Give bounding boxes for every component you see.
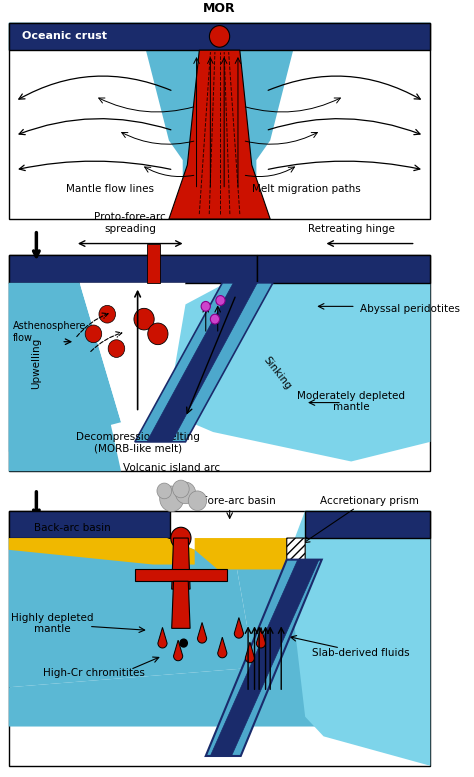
Circle shape [201, 301, 210, 312]
Text: Abyssal peridotites: Abyssal peridotites [360, 305, 460, 315]
Polygon shape [172, 581, 190, 629]
Text: High-Cr chromitites: High-Cr chromitites [43, 667, 145, 678]
Polygon shape [256, 627, 265, 648]
Polygon shape [195, 538, 305, 570]
Polygon shape [169, 51, 270, 219]
Circle shape [175, 482, 196, 503]
FancyBboxPatch shape [9, 256, 430, 472]
Text: Back-arc basin: Back-arc basin [34, 523, 110, 533]
Polygon shape [206, 559, 322, 756]
Polygon shape [147, 283, 257, 442]
Polygon shape [257, 256, 430, 283]
FancyBboxPatch shape [9, 23, 430, 51]
FancyBboxPatch shape [305, 510, 430, 538]
Polygon shape [167, 283, 430, 462]
Polygon shape [9, 23, 430, 219]
Circle shape [148, 323, 168, 345]
FancyBboxPatch shape [9, 510, 430, 766]
FancyBboxPatch shape [9, 23, 430, 219]
Polygon shape [234, 618, 244, 638]
Circle shape [210, 314, 219, 324]
Polygon shape [210, 559, 319, 756]
Circle shape [188, 491, 207, 510]
Text: Fore-arc basin: Fore-arc basin [202, 496, 276, 506]
Circle shape [157, 483, 172, 499]
Text: Decompression melting
(MORB-like melt): Decompression melting (MORB-like melt) [76, 432, 200, 454]
Text: Volcanic island arc: Volcanic island arc [123, 463, 220, 473]
Polygon shape [172, 538, 190, 589]
Circle shape [171, 528, 191, 549]
Polygon shape [9, 283, 121, 451]
Polygon shape [246, 642, 255, 663]
Circle shape [108, 340, 125, 357]
Polygon shape [9, 565, 360, 726]
Circle shape [134, 308, 154, 330]
Text: Retreating hinge: Retreating hinge [308, 224, 395, 234]
Polygon shape [9, 256, 121, 472]
FancyBboxPatch shape [147, 243, 160, 283]
Polygon shape [287, 510, 430, 766]
Circle shape [99, 305, 116, 323]
Text: Moderately depleted
mantle: Moderately depleted mantle [297, 391, 405, 413]
Polygon shape [135, 570, 227, 581]
Text: Highly depleted
mantle: Highly depleted mantle [11, 612, 93, 634]
Text: Slab-derived fluids: Slab-derived fluids [311, 648, 409, 658]
Circle shape [85, 325, 102, 343]
Polygon shape [158, 627, 167, 648]
Circle shape [173, 480, 189, 498]
Text: Mantle flow lines: Mantle flow lines [66, 184, 154, 194]
Circle shape [180, 639, 187, 647]
Polygon shape [173, 640, 183, 660]
FancyBboxPatch shape [9, 256, 257, 283]
Polygon shape [198, 622, 207, 643]
Text: Accretionary prism: Accretionary prism [320, 496, 419, 506]
FancyBboxPatch shape [9, 510, 170, 538]
Polygon shape [9, 538, 195, 565]
Text: MOR: MOR [203, 2, 236, 15]
Polygon shape [80, 283, 185, 422]
Circle shape [216, 295, 225, 305]
Text: Asthenosphere
flow: Asthenosphere flow [12, 321, 86, 343]
Text: Melt migration paths: Melt migration paths [252, 184, 360, 194]
FancyBboxPatch shape [257, 256, 430, 283]
Text: Sinking: Sinking [262, 355, 293, 392]
Circle shape [160, 486, 183, 511]
Text: Proto-fore-arc
spreading: Proto-fore-arc spreading [94, 212, 166, 234]
Circle shape [210, 26, 230, 47]
Text: Oceanic crust: Oceanic crust [22, 31, 107, 41]
Polygon shape [135, 283, 273, 442]
Polygon shape [218, 637, 227, 658]
Polygon shape [9, 538, 255, 688]
Polygon shape [287, 538, 305, 565]
Text: Upwelling: Upwelling [31, 338, 41, 389]
